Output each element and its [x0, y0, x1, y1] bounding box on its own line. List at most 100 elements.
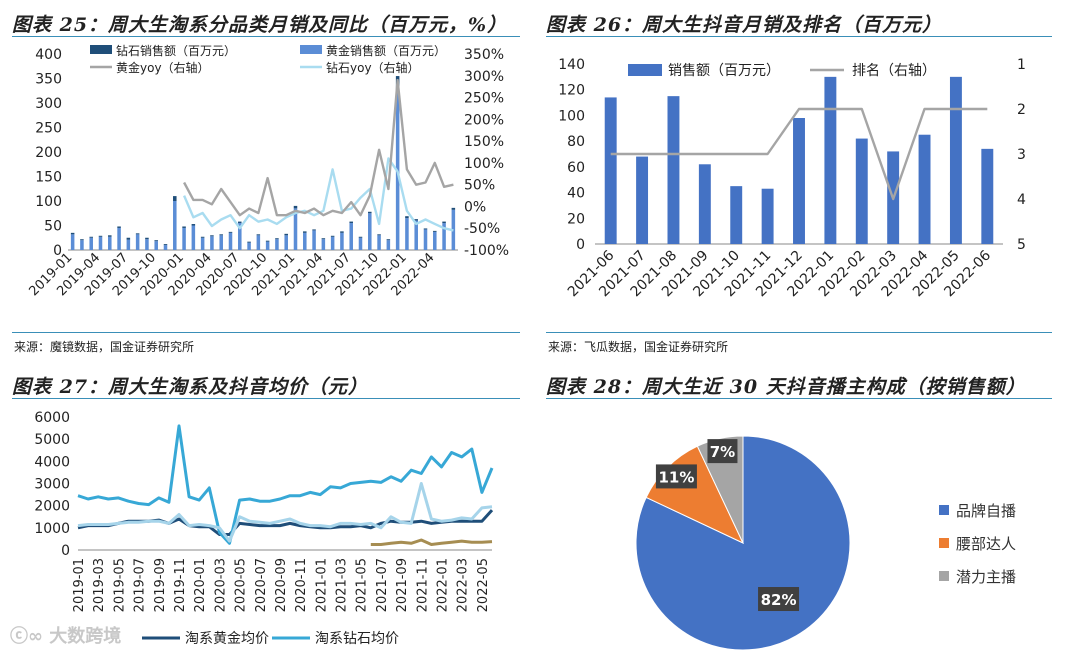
legend-label: 钻石销售额（百万元）: [116, 43, 236, 58]
legend-label: 销售额（百万元）: [668, 63, 780, 79]
bar-gold: [98, 236, 103, 250]
bar-diamond: [70, 232, 75, 235]
bar-gold: [163, 245, 168, 250]
x-tick-label: 2021-11: [415, 558, 430, 612]
bar-gold: [173, 201, 177, 250]
bar-diamond: [89, 236, 93, 238]
bar-gold: [89, 237, 93, 250]
y-left-tick-label: 0: [53, 243, 62, 259]
y-left-tick-label: 20: [567, 211, 585, 227]
bar-sales: [793, 118, 805, 244]
legend-label: 黄金yoy（右轴）: [116, 60, 210, 75]
legend-label: 钻石yoy（右轴）: [326, 60, 420, 75]
legend-label: 淘系黄金均价: [185, 630, 269, 647]
bar-gold: [293, 208, 298, 250]
bar-diamond: [80, 239, 84, 241]
watermark: ⓒ∞ 大数跨境: [10, 622, 121, 648]
x-tick-label: 2020-11: [294, 558, 309, 612]
y-right-tick-label: 5: [1017, 237, 1026, 253]
bar-diamond: [228, 231, 233, 233]
bar-sales: [918, 134, 931, 244]
title-divider-25: [12, 36, 520, 37]
legend-swatch: [939, 538, 949, 548]
bar-gold: [349, 223, 353, 250]
bar-diamond: [368, 211, 372, 214]
bar-gold: [321, 239, 326, 250]
bar-sales: [981, 148, 994, 244]
bar-sales: [855, 138, 868, 244]
x-tick-label: 2019-01: [72, 558, 87, 612]
y-left-tick-label: 250: [35, 121, 62, 137]
y-left-tick-label: 140: [558, 57, 585, 73]
y-left-tick-label: 400: [35, 47, 62, 63]
bar-diamond: [154, 240, 158, 242]
bar-diamond: [340, 231, 344, 233]
bar-diamond: [377, 234, 381, 236]
source-note-25: 来源：魔镜数据，国金证券研究所: [14, 340, 195, 354]
series-line-gold-yoy: [183, 78, 454, 217]
x-tick-label: 2020-03: [213, 558, 228, 612]
bar-diamond: [191, 224, 196, 226]
bar-diamond: [312, 229, 316, 231]
bar-sales: [698, 164, 711, 244]
bar-gold: [80, 240, 84, 250]
y-right-tick-label: 100%: [464, 156, 504, 172]
bar-gold: [386, 240, 391, 250]
x-tick-label: 2019-07: [133, 558, 148, 612]
x-tick-label: 2021-07: [375, 558, 390, 612]
pie-label-box: [758, 587, 800, 612]
bar-gold: [126, 239, 131, 250]
bar-diamond: [451, 207, 456, 210]
x-tick-label: 2021-05: [355, 558, 370, 612]
pie-label-box: [707, 439, 738, 464]
y-left-tick-label: 200: [35, 145, 62, 161]
y-tick-label: 2000: [34, 499, 70, 515]
legend-swatch: [300, 45, 322, 54]
y-left-tick-label: 120: [558, 83, 585, 99]
bar-gold: [135, 234, 140, 250]
y-left-tick-label: 40: [567, 186, 585, 202]
bar-gold: [145, 239, 149, 250]
y-right-tick-label: 150%: [464, 134, 504, 150]
y-right-tick-label: 300%: [464, 69, 504, 85]
bar-gold: [414, 220, 418, 250]
y-tick-label: 6000: [34, 410, 70, 426]
bar-diamond: [200, 236, 205, 238]
bar-diamond: [414, 219, 418, 221]
bar-gold: [275, 239, 279, 250]
bar-gold: [117, 227, 121, 250]
bar-gold: [330, 236, 335, 250]
bar-diamond: [442, 221, 446, 224]
bar-diamond: [358, 236, 363, 238]
y-right-tick-label: -50%: [464, 221, 500, 237]
bar-diamond: [238, 221, 242, 224]
series-line-diamond-price: [77, 424, 494, 545]
x-tick-label: 2020-09: [274, 558, 289, 612]
bar-diamond: [126, 237, 131, 240]
bar-diamond: [303, 231, 307, 233]
bar-gold: [358, 237, 363, 250]
y-right-tick-label: 2: [1017, 102, 1026, 118]
y-right-tick-label: -100%: [464, 243, 509, 259]
series-line-diamond-price-2: [77, 482, 493, 543]
y-left-tick-label: 60: [567, 160, 585, 176]
legend-label: 腰部达人: [956, 535, 1016, 553]
chart-title-28: 图表 28：周大生近 30 天抖音播主构成（按销售额）: [546, 376, 1026, 398]
bar-gold: [442, 223, 446, 250]
y-right-tick-label: 1: [1017, 57, 1026, 73]
y-right-tick-label: 250%: [464, 91, 504, 107]
x-tick-label: 2022-05: [476, 558, 491, 612]
bar-diamond: [145, 237, 149, 240]
y-left-tick-label: 100: [558, 108, 585, 124]
bar-gold: [423, 229, 428, 250]
bar-diamond: [321, 238, 326, 240]
legend-swatch: [939, 505, 949, 515]
bar-gold: [433, 231, 437, 250]
x-tick-label: 2019-09: [153, 558, 168, 612]
source-divider-25: [12, 332, 520, 333]
chart-27: 0 1000 2000 3000 4000 5000 6000 2019-01 2019-03 2…: [34, 410, 494, 647]
bar-gold: [284, 235, 288, 250]
x-tick-label: 2021-09: [395, 558, 410, 612]
y-right-tick-label: 4: [1017, 192, 1026, 208]
x-tick-label: 2022-01: [436, 558, 451, 612]
